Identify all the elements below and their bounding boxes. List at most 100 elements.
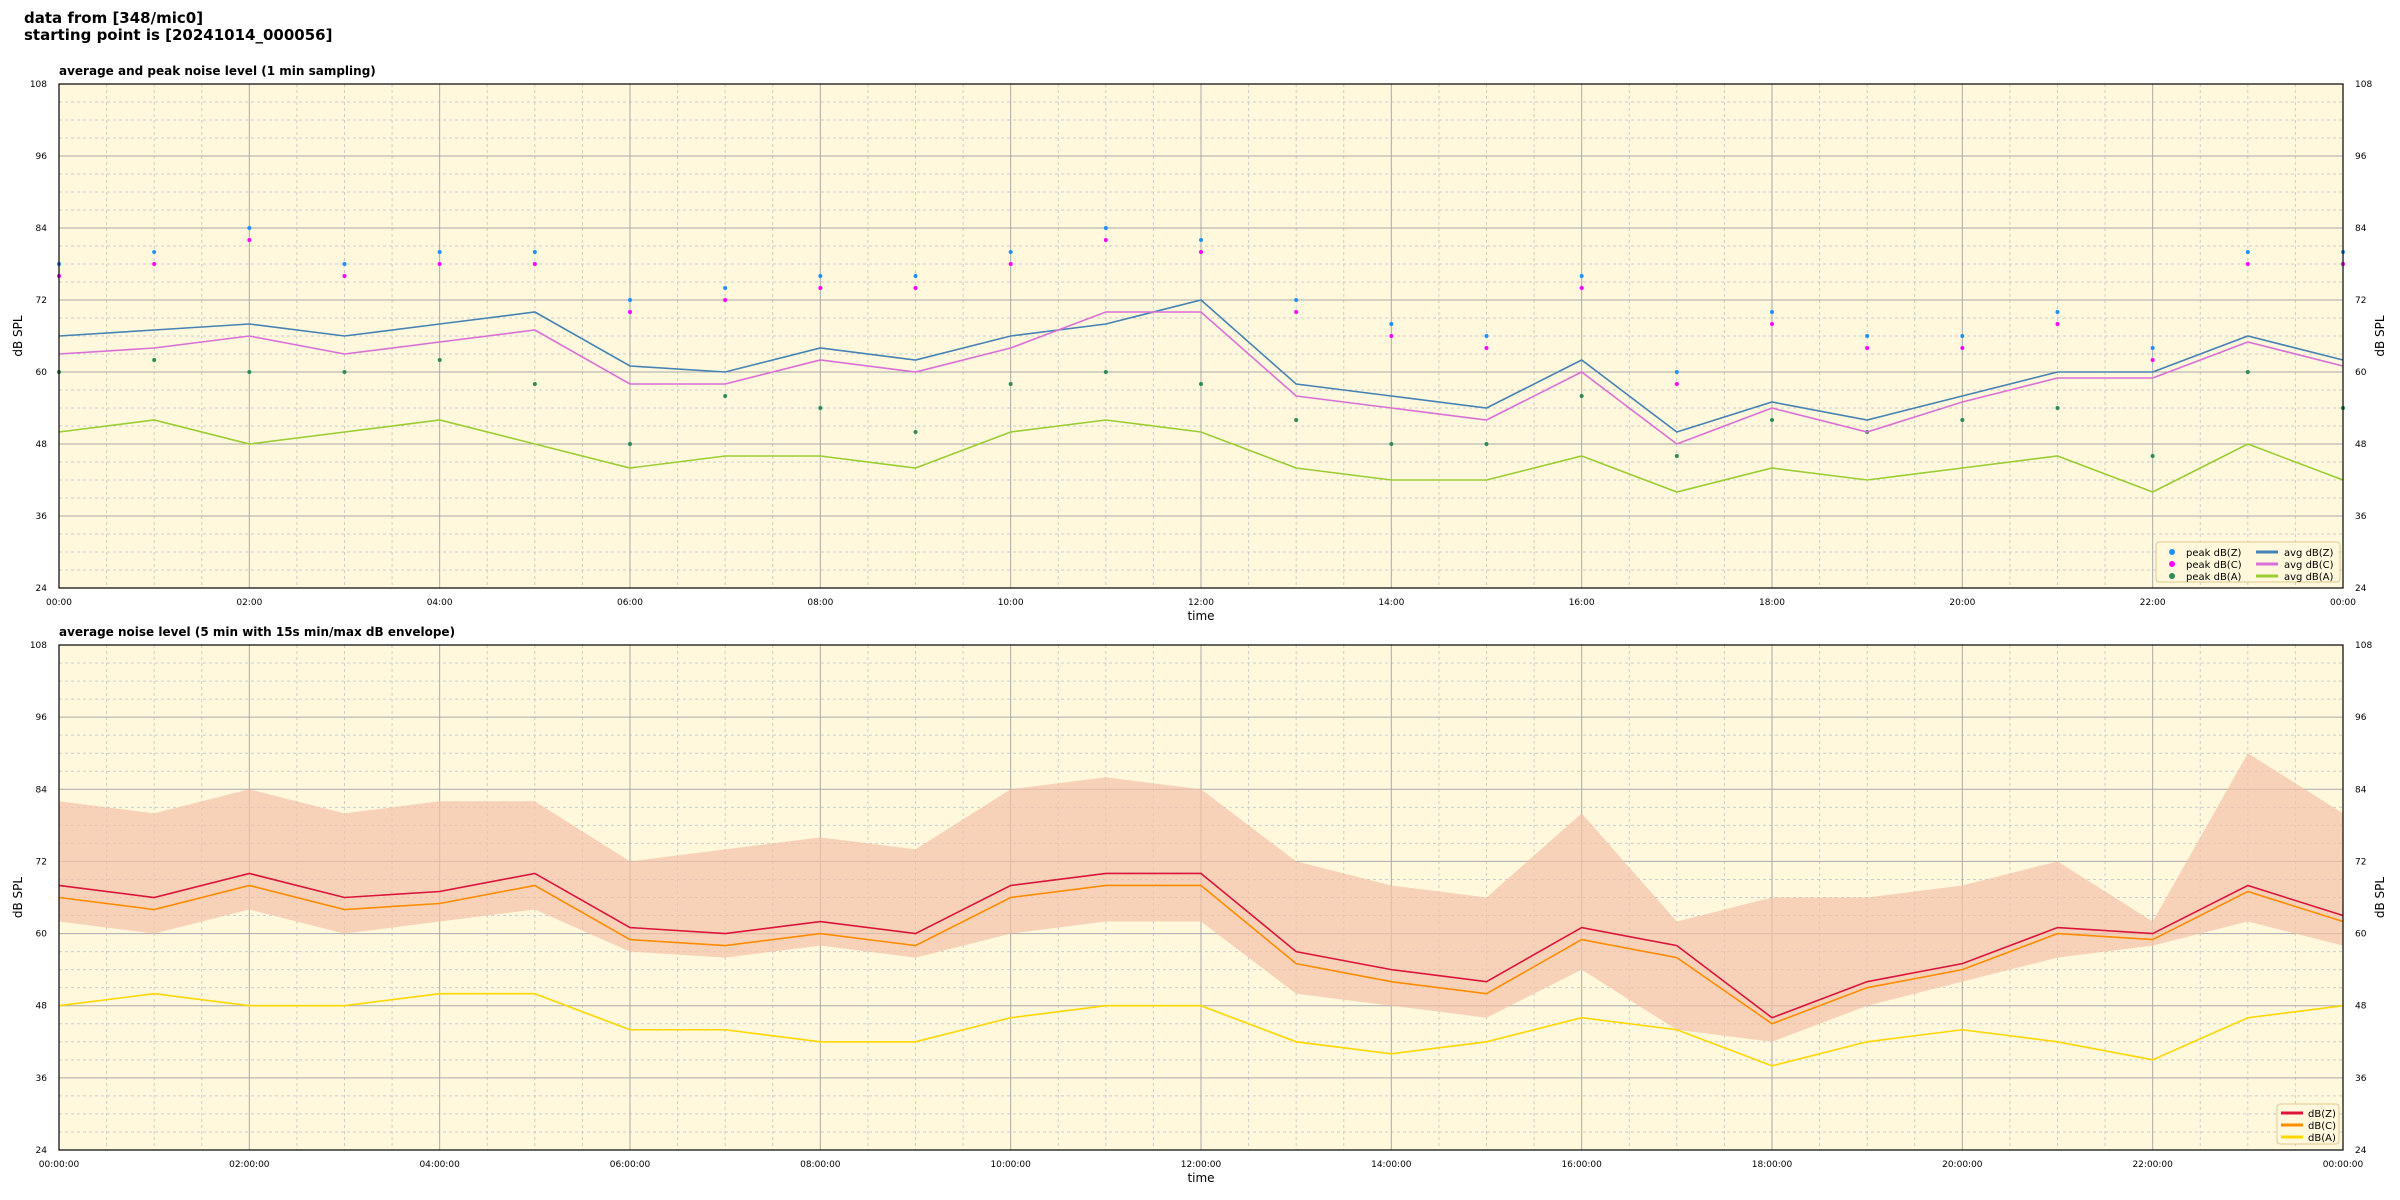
- x-tick-label: 00:00: [2330, 598, 2356, 608]
- x-tick-label: 02:00:00: [229, 1160, 270, 1170]
- legend-label: avg dB(C): [2284, 560, 2334, 571]
- peak-point: [1484, 334, 1489, 338]
- series-line-avg dB(Z): [58, 299, 2344, 433]
- peak-point: [247, 238, 252, 242]
- y-tick-label: 48: [36, 440, 48, 450]
- peak-point: [1199, 250, 1203, 254]
- x-tick-label: 12:00: [1188, 598, 1214, 608]
- x-tick-label: 14:00:00: [1371, 1160, 1412, 1170]
- y-tick-label: 108: [30, 80, 47, 90]
- y-tick-label-right: 96: [2355, 152, 2367, 162]
- peak-point: [1674, 454, 1679, 458]
- y-tick-label-right: 36: [2355, 1074, 2367, 1084]
- peak-point: [437, 358, 442, 362]
- y-tick-label-right: 72: [2355, 296, 2366, 306]
- x-tick-label: 10:00: [998, 598, 1024, 608]
- peak-point: [1674, 382, 1679, 386]
- peak-point: [723, 286, 728, 290]
- x-tick-label: 06:00: [617, 598, 643, 608]
- chart-title: average and peak noise level (1 min samp…: [59, 64, 376, 78]
- x-tick-label: 00:00:00: [39, 1160, 80, 1170]
- y-axis-label-right: dB SPL: [2373, 315, 2387, 357]
- peak-point: [628, 298, 632, 302]
- legend-marker: [2169, 561, 2175, 567]
- peak-point: [532, 382, 537, 386]
- peak-point: [1579, 394, 1584, 398]
- peak-point: [1674, 370, 1679, 374]
- x-tick-label: 00:00: [46, 598, 72, 608]
- header-line-2: starting point is [20241014_000056]: [24, 26, 333, 44]
- peak-point: [1960, 346, 1965, 350]
- peak-point: [723, 394, 728, 398]
- legend-box: [2155, 541, 2341, 583]
- peak-point: [437, 262, 442, 266]
- x-axis-label: time: [1187, 1171, 1214, 1185]
- peak-point: [913, 430, 918, 434]
- page-header: data from [348/mic0] starting point is […: [24, 10, 332, 44]
- peak-point: [342, 274, 347, 278]
- peak-point: [1770, 418, 1774, 422]
- x-tick-label: 08:00:00: [800, 1160, 841, 1170]
- y-tick-label: 84: [36, 224, 48, 234]
- peak-point: [1103, 370, 1108, 374]
- peak-point: [1199, 382, 1203, 386]
- y-tick-label-right: 108: [2355, 641, 2372, 651]
- y-tick-label-right: 36: [2355, 512, 2367, 522]
- peak-point: [247, 370, 252, 374]
- peak-point: [1294, 310, 1299, 314]
- peak-point: [1770, 322, 1774, 326]
- peak-point: [437, 250, 442, 254]
- peak-point: [1960, 334, 1965, 338]
- peak-point: [2055, 322, 2060, 326]
- legend-label: peak dB(C): [2186, 560, 2242, 571]
- peak-point: [2245, 250, 2250, 254]
- y-tick-label-right: 48: [2355, 440, 2367, 450]
- x-tick-label: 16:00:00: [1561, 1160, 1602, 1170]
- x-tick-label: 10:00:00: [990, 1160, 1031, 1170]
- legend-label: peak dB(A): [2186, 572, 2242, 583]
- y-axis-label-right: dB SPL: [2373, 877, 2387, 919]
- legend-label: avg dB(Z): [2284, 548, 2334, 559]
- x-tick-label: 14:00: [1378, 598, 1404, 608]
- legend-label: peak dB(Z): [2186, 548, 2242, 559]
- x-axis-label: time: [1187, 609, 1214, 623]
- y-tick-label-right: 60: [2355, 930, 2367, 940]
- legend: peak dB(Z)peak dB(C)peak dB(A) avg dB(Z)a…: [2155, 541, 2341, 583]
- peak-point: [913, 286, 918, 290]
- y-tick-label: 72: [36, 857, 47, 867]
- peak-point: [1960, 418, 1965, 422]
- peak-point: [1389, 442, 1394, 446]
- peak-point: [1770, 310, 1774, 314]
- peak-point: [342, 262, 347, 266]
- peak-point: [1865, 346, 1870, 350]
- y-tick-label: 36: [36, 512, 48, 522]
- peak-point: [2055, 406, 2060, 410]
- header-line-1: data from [348/mic0]: [24, 9, 204, 27]
- peak-point: [152, 262, 157, 266]
- peak-point: [2245, 370, 2250, 374]
- x-tick-label: 02:00: [236, 598, 262, 608]
- x-tick-label: 18:00:00: [1752, 1160, 1793, 1170]
- chart-2: 24 24 36 36 48 48 60 60 72 72 84 84 96 96 108 108 00:00:…: [11, 625, 2387, 1185]
- peak-point: [1389, 322, 1394, 326]
- peak-point: [723, 298, 728, 302]
- peak-point: [1294, 298, 1299, 302]
- y-tick-label-right: 84: [2355, 785, 2367, 795]
- peak-point: [1199, 238, 1203, 242]
- peak-point: [628, 310, 632, 314]
- peak-point: [1865, 334, 1870, 338]
- legend-label: dB(C): [2308, 1121, 2336, 1132]
- peak-point: [628, 442, 632, 446]
- peak-point: [818, 274, 823, 278]
- peak-point: [818, 406, 823, 410]
- y-tick-label: 48: [36, 1002, 48, 1012]
- peak-point: [913, 274, 918, 278]
- y-tick-label-right: 24: [2355, 584, 2367, 594]
- peak-point: [1579, 274, 1584, 278]
- x-tick-label: 04:00:00: [419, 1160, 460, 1170]
- peak-point: [1008, 382, 1013, 386]
- y-tick-label: 60: [36, 930, 48, 940]
- y-tick-label-right: 60: [2355, 368, 2367, 378]
- y-tick-label: 72: [36, 296, 47, 306]
- series-line-dB(A): [58, 992, 2344, 1067]
